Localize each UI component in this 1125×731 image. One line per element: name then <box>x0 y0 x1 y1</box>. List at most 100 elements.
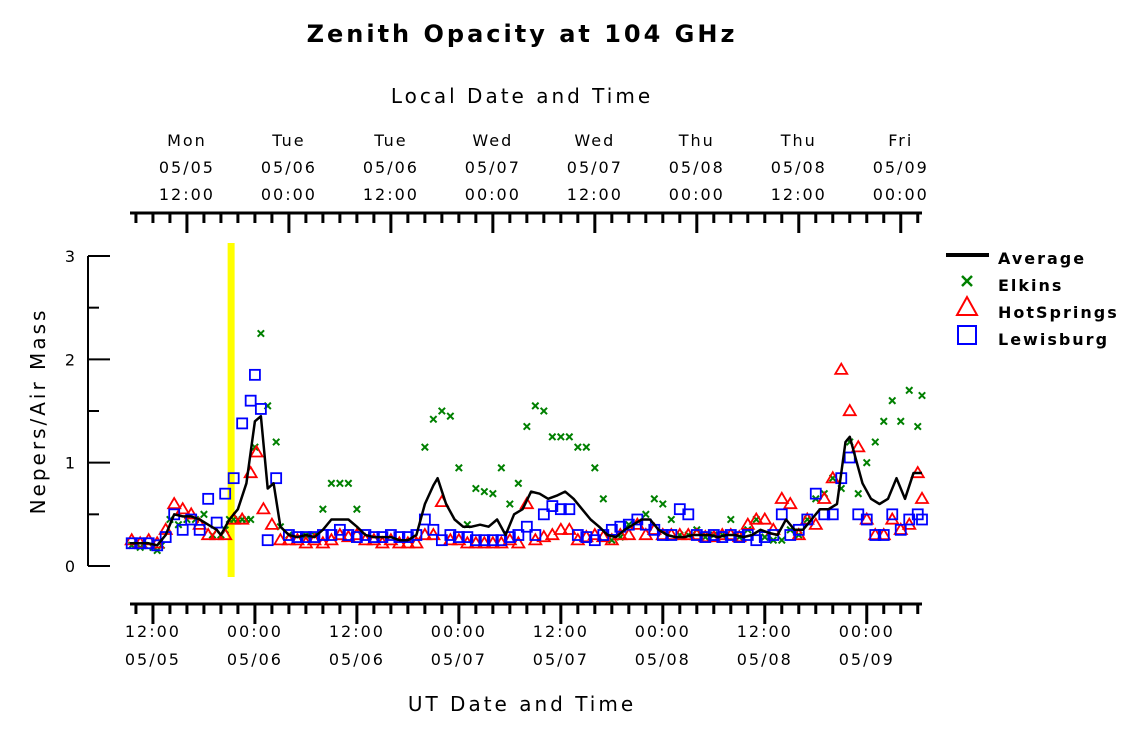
lewisburg-point <box>563 503 576 516</box>
legend: Average Elkins HotSprings Lewisburg <box>946 249 1117 349</box>
lewisburg-point <box>342 529 355 541</box>
x-stroke <box>573 443 582 452</box>
lewisburg-point <box>193 523 206 536</box>
bottom-tick-date: 05/06 <box>227 650 283 669</box>
axes: 0 1 2 3 12:00 05/05 00:00 05/06 12:00 05/06 00:00 0… <box>65 131 929 669</box>
x-stroke <box>777 536 786 545</box>
x-stroke <box>200 510 208 519</box>
hotsprings-point <box>255 501 271 515</box>
elkins-point <box>344 479 353 488</box>
x-stroke <box>624 520 633 529</box>
hotsprings-point <box>774 491 790 504</box>
hotsprings-point <box>264 516 280 530</box>
top-tick-date: 05/06 <box>363 158 419 177</box>
x-stroke <box>565 432 574 441</box>
elkins-point <box>854 489 863 498</box>
hotsprings-point <box>833 361 849 375</box>
hotsprings-point <box>914 491 930 504</box>
hotsprings-point <box>519 496 535 510</box>
elkins-point <box>505 500 514 508</box>
bottom-tick-date: 05/07 <box>431 650 487 669</box>
bottom-tick-date: 05/08 <box>737 650 793 669</box>
elkins-point <box>913 422 922 431</box>
x-stroke <box>497 463 506 472</box>
lewisburg-point <box>750 534 763 547</box>
hotsprings-point <box>553 522 569 535</box>
bottom-tick-time: 12:00 <box>329 622 385 641</box>
elkins-point <box>437 407 446 415</box>
lewisburg-point <box>495 534 508 547</box>
top-tick-date: 05/08 <box>771 158 827 177</box>
x-stroke <box>522 422 531 431</box>
top-tick-time: 12:00 <box>771 185 827 204</box>
elkins-point <box>590 463 599 472</box>
top-tick-day: Wed <box>472 131 513 150</box>
x-stroke <box>879 417 888 426</box>
lewisburg-point <box>427 523 440 536</box>
marker-line <box>227 243 235 577</box>
lewisburg-point <box>503 531 516 543</box>
y-axis-title: Nepers/Air Mass <box>26 308 50 515</box>
x-stroke <box>251 443 259 452</box>
elkins-point <box>777 536 786 545</box>
x-stroke <box>854 489 863 498</box>
legend-elkins-swatch <box>961 275 973 287</box>
lewisburg-point <box>512 529 525 541</box>
elkins-point <box>573 443 582 452</box>
elkins-point <box>446 412 455 421</box>
lewisburg-point <box>202 492 215 505</box>
x-stroke <box>667 515 676 524</box>
lewisburg-point <box>261 534 274 547</box>
x-stroke <box>480 487 489 496</box>
top-tick-date: 05/09 <box>873 158 929 177</box>
hotsprings-point <box>748 511 764 525</box>
bottom-tick-time: 12:00 <box>737 622 793 641</box>
x-stroke <box>905 386 914 395</box>
lewisburg-point <box>682 508 695 521</box>
elkins-point <box>246 515 255 524</box>
hotsprings-point <box>782 496 798 510</box>
elkins-point <box>888 396 897 405</box>
lewisburg-point <box>537 508 550 521</box>
x-stroke <box>256 329 265 338</box>
legend-label-lewisburg: Lewisburg <box>998 330 1109 349</box>
y-tick-label: 1 <box>65 454 75 473</box>
top-tick-date: 05/07 <box>465 158 521 177</box>
lewisburg-point <box>520 520 533 533</box>
elkins-point <box>599 494 608 503</box>
x-stroke <box>726 515 735 524</box>
elkins-point <box>862 458 871 467</box>
lewisburg-point <box>210 516 223 529</box>
data-series <box>124 329 930 555</box>
chart-title: Zenith Opacity at 104 GHz <box>307 20 738 48</box>
bottom-tick-time: 00:00 <box>839 622 895 641</box>
lewisburg-point <box>384 529 397 541</box>
x-stroke <box>862 458 871 467</box>
elkins-point <box>488 489 497 498</box>
elkins-point <box>658 500 667 508</box>
top-tick-day: Thu <box>780 131 817 150</box>
top-tick-date: 05/05 <box>159 158 215 177</box>
lewisburg-point <box>444 529 457 541</box>
top-tick-time: 00:00 <box>465 185 521 204</box>
lewisburg-point <box>869 529 882 541</box>
x-axis-title: UT Date and Time <box>408 692 636 716</box>
top-tick-time: 12:00 <box>363 185 419 204</box>
x-stroke <box>446 412 455 421</box>
x-stroke <box>918 391 926 400</box>
bottom-tick-date: 05/08 <box>635 650 691 669</box>
x-stroke <box>488 489 497 498</box>
top-tick-date: 05/08 <box>669 158 725 177</box>
lewisburg-point <box>554 503 567 516</box>
x-stroke <box>335 479 344 488</box>
lewisburg-point <box>469 534 482 547</box>
x-stroke <box>454 463 463 472</box>
elkins-point <box>429 415 438 424</box>
hotsprings-point <box>249 444 265 458</box>
top-tick-day: Wed <box>574 131 615 150</box>
bottom-tick-time: 00:00 <box>431 622 487 641</box>
elkins-point <box>896 417 905 426</box>
y-tick-label: 3 <box>65 247 75 266</box>
elkins-point <box>641 510 650 519</box>
elkins-point <box>879 417 888 426</box>
